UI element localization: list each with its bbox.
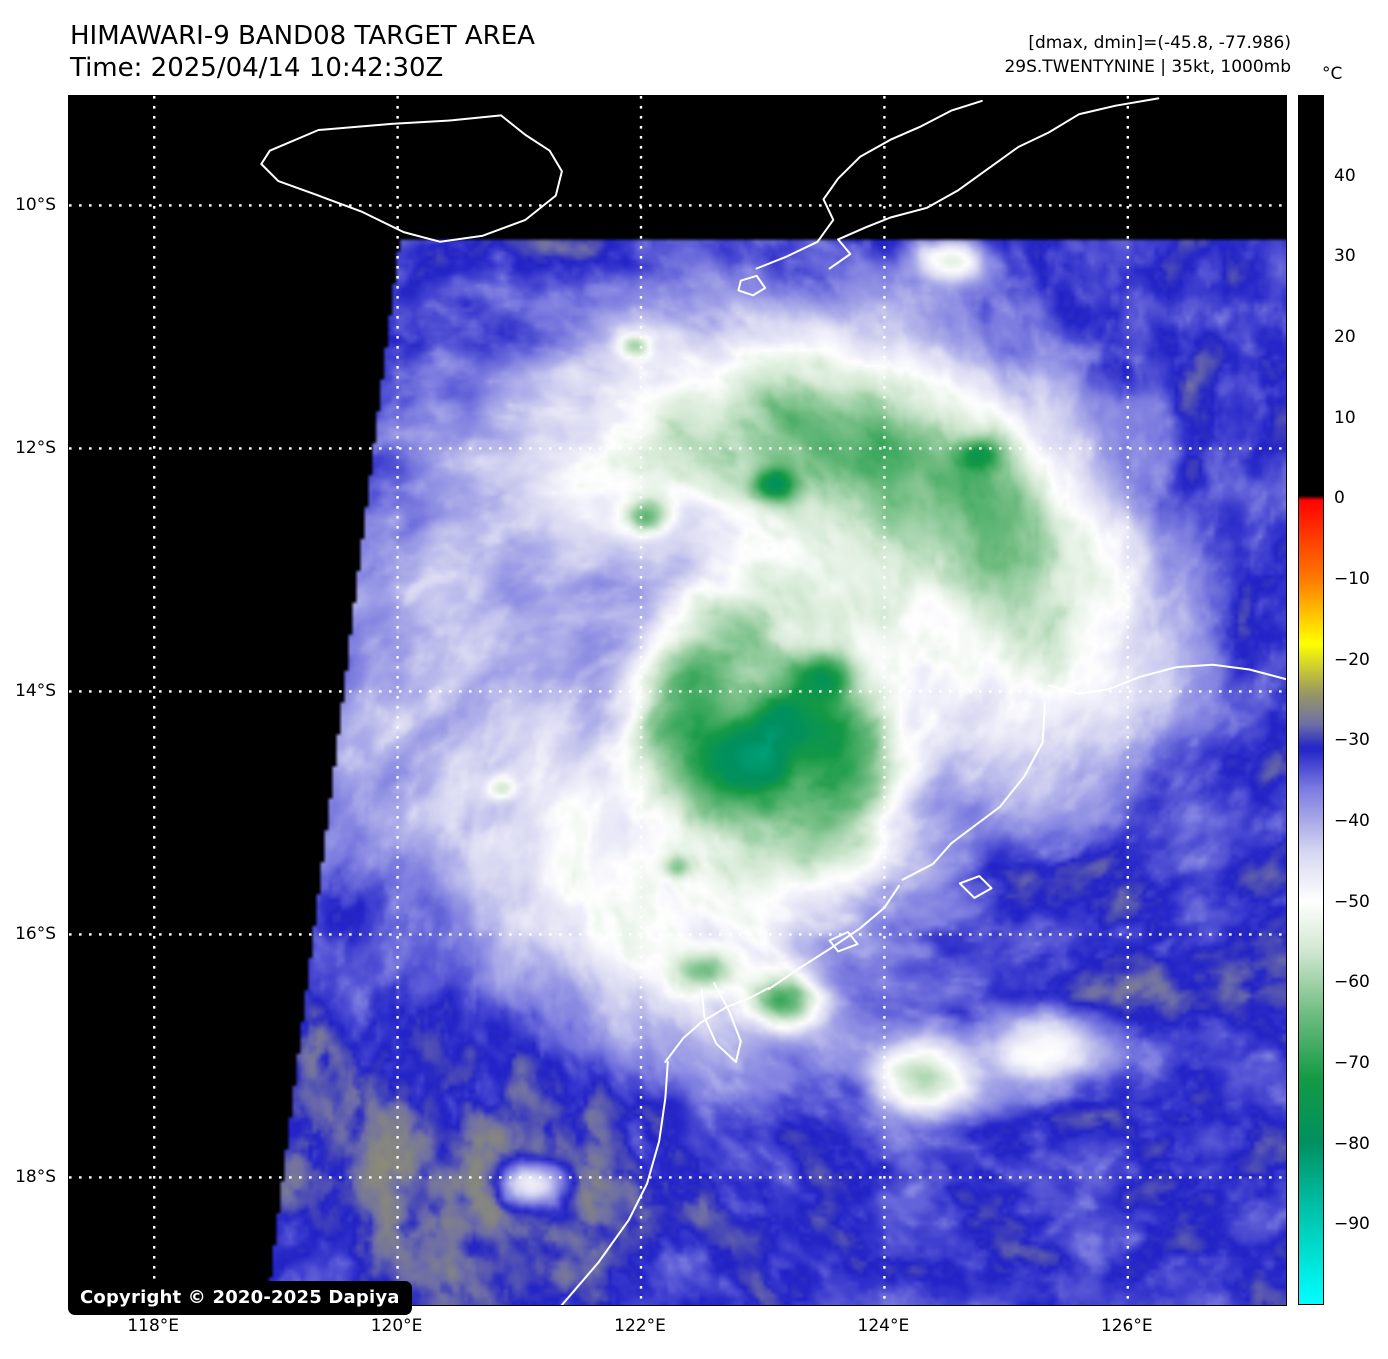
colorbar-tick-label: 0 xyxy=(1334,488,1345,509)
coastline-path xyxy=(700,982,742,1063)
brightness-temperature-raster xyxy=(69,96,1286,1305)
x-axis-tick-label: 126°E xyxy=(1100,1316,1153,1336)
colorbar-tick-label: −20 xyxy=(1334,649,1370,670)
colorbar-tick-label: −10 xyxy=(1334,569,1370,589)
coastline-path xyxy=(664,986,770,1063)
colorbar-tick-label: −30 xyxy=(1334,730,1370,751)
colorbar-gradient xyxy=(1299,96,1323,1304)
x-axis-tick-label: 118°E xyxy=(127,1316,180,1336)
coastline-path xyxy=(1047,663,1286,695)
copyright-banner: Copyright © 2020-2025 Dapiya xyxy=(68,1281,412,1315)
colorbar-tick-label: −40 xyxy=(1334,811,1370,831)
y-axis-tick-label: 14°S xyxy=(15,681,56,702)
page-title: HIMAWARI-9 BAND08 TARGET AREA xyxy=(70,21,535,51)
dmax-dmin-annotation: [dmax, dmin]=(-45.8, -77.986) xyxy=(1028,33,1291,53)
coastline-path xyxy=(828,97,1160,270)
coastline-path xyxy=(737,274,767,297)
coastline-path xyxy=(901,702,1046,881)
x-axis-tick-label: 120°E xyxy=(370,1316,423,1336)
colorbar-tick-label: −70 xyxy=(1334,1053,1370,1073)
y-axis-tick-label: 18°S xyxy=(15,1167,56,1188)
coastline-path xyxy=(767,884,900,991)
satellite-image-plot xyxy=(68,95,1287,1306)
storm-annotation: 29S.TWENTYNINE | 35kt, 1000mb xyxy=(1004,57,1291,77)
y-axis-tick-label: 16°S xyxy=(15,924,56,945)
colorbar-unit-label: °C xyxy=(1322,64,1343,84)
colorbar-tick-label: 20 xyxy=(1334,327,1356,347)
map-overlay xyxy=(69,96,1286,1305)
coastline-path xyxy=(560,1061,669,1305)
colorbar-tick-label: 40 xyxy=(1334,165,1356,186)
y-axis-tick-label: 12°S xyxy=(15,438,56,459)
coastline-path xyxy=(260,114,563,243)
timestamp-label: Time: 2025/04/14 10:42:30Z xyxy=(70,53,444,83)
x-axis-tick-label: 124°E xyxy=(857,1316,910,1336)
coastlines xyxy=(260,97,1286,1305)
colorbar-tick-label: −60 xyxy=(1334,972,1370,993)
x-axis-tick-label: 122°E xyxy=(614,1316,666,1336)
coastline-path xyxy=(828,931,859,953)
colorbar xyxy=(1298,95,1324,1305)
colorbar-tick-label: −80 xyxy=(1334,1133,1370,1154)
colorbar-tick-label: 10 xyxy=(1334,407,1356,428)
colorbar-tick-label: −50 xyxy=(1334,891,1370,912)
coastline-path xyxy=(958,875,993,899)
y-axis-tick-label: 10°S xyxy=(15,195,56,216)
colorbar-tick-label: −90 xyxy=(1334,1214,1370,1235)
colorbar-tick-label: 30 xyxy=(1334,246,1356,267)
graticule xyxy=(69,96,1286,1305)
coastline-path xyxy=(755,99,983,270)
